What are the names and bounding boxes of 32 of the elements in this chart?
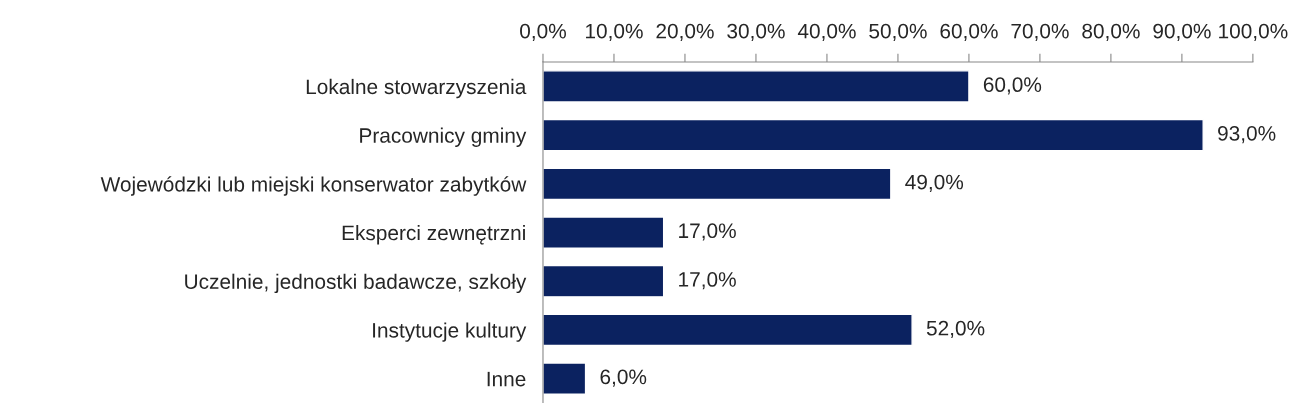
data-label: 60,0% bbox=[983, 77, 1042, 95]
bar bbox=[542, 118, 1204, 152]
x-tick-label: 60,0% bbox=[940, 23, 998, 41]
x-tick-label: 40,0% bbox=[797, 23, 856, 41]
x-tick-label: 80,0% bbox=[1082, 23, 1140, 41]
data-label: 17,0% bbox=[679, 223, 736, 241]
x-tick-label: 30,0% bbox=[727, 23, 785, 41]
y-tick-label: Lokalne stowarzyszenia bbox=[306, 78, 527, 99]
data-label: 6,0% bbox=[600, 369, 647, 387]
x-tick-label: 0,0% bbox=[520, 23, 566, 41]
y-tick-label: Wojewódzki lub miejski konserwator zabytków bbox=[100, 176, 527, 196]
data-label: 17,0% bbox=[679, 272, 736, 290]
y-tick-label: Eksperci zewnętrzni bbox=[342, 224, 525, 245]
bar bbox=[542, 264, 665, 298]
bar bbox=[542, 70, 970, 103]
y-tick-label: Inne bbox=[487, 371, 526, 387]
data-label: 93,0% bbox=[1218, 125, 1276, 144]
bar bbox=[542, 167, 892, 201]
x-tick-label: 100,0% bbox=[1219, 23, 1288, 41]
bar bbox=[542, 216, 665, 249]
bar bbox=[542, 313, 913, 347]
bar bbox=[542, 362, 587, 395]
data-label: 49,0% bbox=[905, 174, 964, 192]
y-tick-label: Pracownicy gminy bbox=[360, 127, 527, 147]
y-tick-label: Instytucje kultury bbox=[373, 322, 527, 342]
x-tick-label: 50,0% bbox=[869, 23, 927, 41]
x-tick-label: 90,0% bbox=[1153, 23, 1211, 41]
x-tick-label: 20,0% bbox=[656, 23, 714, 41]
x-tick-label: 70,0% bbox=[1011, 23, 1069, 41]
y-tick-label: Uczelnie, jednostki badawcze, szkoły bbox=[185, 273, 527, 294]
data-label: 52,0% bbox=[926, 320, 985, 338]
x-tick-label: 10,0% bbox=[586, 23, 643, 41]
